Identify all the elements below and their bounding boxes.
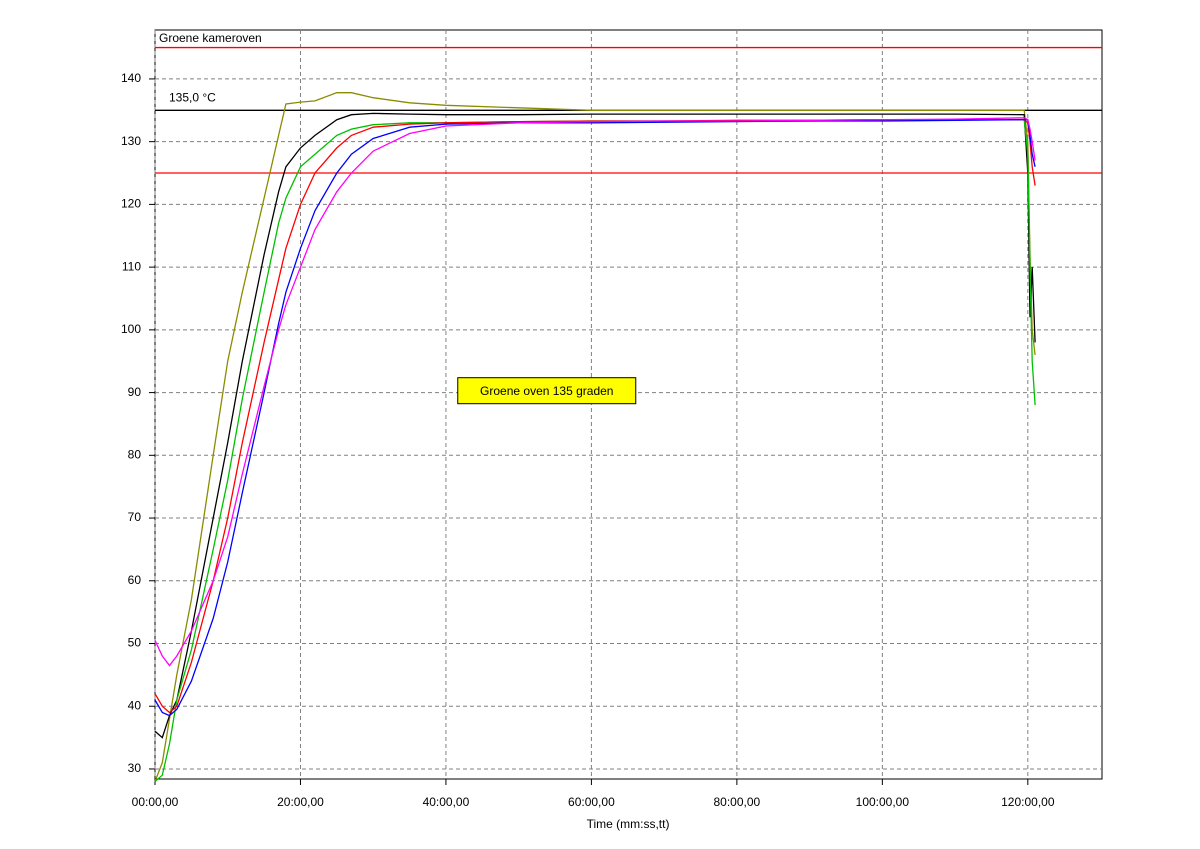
chart-title: Groene kameroven xyxy=(159,31,262,45)
x-tick-label: 80:00,00 xyxy=(714,795,761,809)
y-tick-label: 30 xyxy=(128,761,142,775)
x-tick-label: 40:00,00 xyxy=(423,795,470,809)
x-tick-label: 20:00,00 xyxy=(277,795,324,809)
y-tick-label: 140 xyxy=(121,71,141,85)
y-tick-label: 80 xyxy=(128,447,142,461)
y-tick-label: 100 xyxy=(121,322,141,336)
y-tick-label: 40 xyxy=(128,698,142,712)
annotation: Groene oven 135 graden xyxy=(480,384,613,398)
y-tick-label: 110 xyxy=(122,259,141,273)
x-tick-label: 120:00,00 xyxy=(1001,795,1055,809)
x-tick-label: 60:00,00 xyxy=(568,795,615,809)
y-tick-label: 70 xyxy=(128,510,142,524)
x-axis-label: Time (mm:ss,tt) xyxy=(587,817,670,831)
series-line xyxy=(154,119,1036,717)
reference-label: 135,0 °C xyxy=(169,90,216,104)
y-tick-label: 120 xyxy=(121,197,141,211)
plot-area xyxy=(154,29,1103,780)
annotation-box xyxy=(457,377,637,405)
y-tick-label: 90 xyxy=(128,385,142,399)
x-tick-label: 00:00,00 xyxy=(132,795,179,809)
series-line xyxy=(154,112,1036,739)
series-line xyxy=(154,92,1036,782)
y-tick-label: 130 xyxy=(121,134,141,148)
y-tick-label: 50 xyxy=(128,636,142,650)
series-line xyxy=(154,117,1036,667)
y-tick-label: 60 xyxy=(128,573,142,587)
x-tick-label: 100:00,00 xyxy=(856,795,910,809)
